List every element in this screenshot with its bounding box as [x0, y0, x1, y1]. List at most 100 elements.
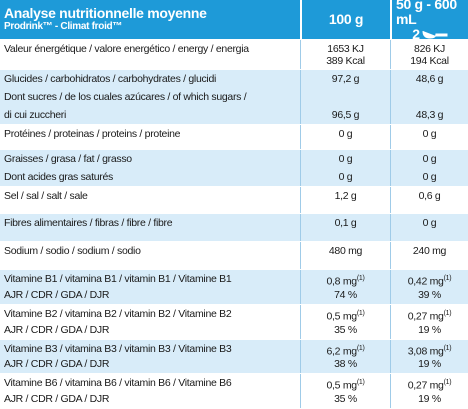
value: 0 g: [338, 171, 353, 183]
value-cell: 1,2 g: [300, 187, 390, 213]
label-line: Dont sucres / de los cuales azúcares / o…: [4, 91, 247, 103]
value-line: 96,5 g: [331, 109, 360, 121]
row-label: Valeur énergétique / valore energético /…: [0, 40, 300, 69]
value-line: 0,5 mg(1): [327, 308, 365, 323]
value-cell: 48,6 g 48,3 g: [390, 70, 468, 124]
value-line: 0 g: [339, 171, 353, 183]
row-label: Vitamine B1 / vitamina B1 / vitamin B1 /…: [0, 270, 300, 304]
value-line: 74 %: [334, 289, 357, 301]
label-line: Glucides / carbohidratos / carbohydrates…: [4, 73, 217, 85]
value: 35 %: [334, 393, 357, 405]
value: 48,3 g: [415, 109, 444, 121]
value: 0,42 mg: [407, 275, 444, 288]
value-line: 0,27 mg(1): [408, 308, 452, 323]
value-line: 0,8 mg(1): [327, 273, 365, 288]
value: 74 %: [334, 289, 357, 301]
value-cell: 240 mg: [390, 242, 468, 269]
label-line: Fibres alimentaires / fibras / fibre / f…: [4, 217, 173, 229]
row-label: Glucides / carbohidratos / carbohydrates…: [0, 70, 300, 124]
header-label: Analyse nutritionnelle moyenne Prodrink™…: [0, 0, 300, 39]
value-line: 389 Kcal: [326, 55, 365, 67]
value: 1,2 g: [334, 190, 357, 202]
value: 0 g: [422, 171, 437, 183]
value-line: 48,3 g: [415, 109, 444, 121]
row-label: Graisses / grasa / fat / grasso Dont acid…: [0, 150, 300, 186]
table-row: Graisses / grasa / fat / grasso Dont acid…: [0, 150, 468, 187]
label-line: Vitamine B3 / vitamina B3 / vitamin B3 /…: [4, 343, 232, 355]
value-cell: 0,27 mg(1) 19 %: [390, 374, 468, 408]
value-line: 0 g: [339, 128, 353, 140]
table-row: Sodium / sodio / sodium / sodio 480 mg 240…: [0, 242, 468, 270]
row-label: Vitamine B6 / vitamina B6 / vitamin B6 /…: [0, 374, 300, 408]
value: 39 %: [418, 289, 441, 301]
label-line: Sodium / sodio / sodium / sodio: [4, 245, 141, 257]
scoop-icon: [422, 30, 448, 39]
row-label: Vitamine B3 / vitamina B3 / vitamin B3 /…: [0, 340, 300, 373]
value-cell: 0,1 g: [300, 214, 390, 241]
value-cell: 97,2 g 96,5 g: [300, 70, 390, 124]
value-line: 48,6 g: [416, 73, 444, 85]
value-cell: 0,27 mg(1) 19 %: [390, 305, 468, 339]
value-line: 0,5 mg(1): [327, 377, 365, 392]
table-subtitle: Prodrink™ - Climat froid™: [4, 21, 123, 32]
value-line: 39 %: [418, 289, 441, 301]
value: 480 mg: [328, 245, 363, 257]
row-label: Fibres alimentaires / fibras / fibre / f…: [0, 214, 300, 241]
value: 0,5 mg: [326, 379, 358, 392]
value-line: 826 KJ: [414, 43, 445, 55]
value-cell: 0 g 0 g: [300, 150, 390, 186]
table-row: Protéines / proteinas / proteins / prote…: [0, 125, 468, 150]
row-label: Protéines / proteinas / proteins / prote…: [0, 125, 300, 149]
label-line: Valeur énergétique / valore energético /…: [4, 43, 249, 55]
value: 3,08 mg: [407, 345, 444, 358]
value-cell: 0 g: [390, 214, 468, 241]
value-line: 38 %: [334, 358, 357, 370]
table-row: Valeur énergétique / valore energético /…: [0, 40, 468, 70]
value: 0 g: [422, 153, 437, 165]
table-row: Fibres alimentaires / fibras / fibre / f…: [0, 214, 468, 242]
table-title: Analyse nutritionnelle moyenne: [4, 5, 207, 21]
serving: 2: [412, 27, 448, 42]
value: 826 KJ: [414, 43, 445, 55]
footnote-ref: (1): [356, 275, 365, 282]
footnote-ref: (1): [356, 345, 365, 352]
table-row: Vitamine B2 / vitamina B2 / vitamin B2 /…: [0, 305, 468, 340]
value-line: 19 %: [418, 393, 441, 405]
label-line: Graisses / grasa / fat / grasso: [4, 153, 132, 165]
value: 0 g: [338, 128, 353, 140]
value-line: 6,2 mg(1): [327, 343, 365, 358]
value-cell: 0,5 mg(1) 35 %: [300, 374, 390, 408]
value: 96,5 g: [331, 109, 360, 121]
value-cell: 0,42 mg(1) 39 %: [390, 270, 468, 304]
value: 389 Kcal: [326, 55, 365, 67]
value: 38 %: [334, 358, 357, 370]
col-title: 50 g - 600 mL: [396, 0, 457, 27]
label-line: AJR / CDR / GDA / DJR: [4, 324, 110, 336]
value-line: 0,6 g: [419, 190, 441, 202]
value: 6,2 mg: [326, 345, 358, 358]
value: 35 %: [334, 324, 357, 336]
table-row: Glucides / carbohidratos / carbohydrates…: [0, 70, 468, 125]
value: 0,8 mg: [326, 275, 358, 288]
value-cell: 0 g 0 g: [390, 150, 468, 186]
serving-count: 2: [412, 26, 420, 42]
footnote-ref: (1): [356, 379, 365, 386]
label-line: AJR / CDR / GDA / DJR: [4, 358, 110, 370]
value-cell: 0 g: [390, 125, 468, 149]
value: 19 %: [418, 324, 441, 336]
value: 0 g: [422, 128, 437, 140]
label-line: Dont acides gras saturés: [4, 171, 113, 183]
value: 240 mg: [412, 245, 447, 257]
value-line: 0 g: [423, 217, 437, 229]
label-line: Sel / sal / salt / sale: [4, 190, 88, 202]
value-line: 0,27 mg(1): [408, 377, 452, 392]
header-col: 100 g: [300, 0, 390, 39]
value-line: 480 mg: [328, 245, 363, 257]
table-row: Sel / sal / salt / sale 1,2 g 0,6 g: [0, 187, 468, 214]
value-line: 35 %: [334, 393, 357, 405]
value-cell: 480 mg: [300, 242, 390, 269]
value-line: 0 g: [423, 171, 437, 183]
value: 0,27 mg: [407, 379, 444, 392]
row-label: Vitamine B2 / vitamina B2 / vitamin B2 /…: [0, 305, 300, 339]
